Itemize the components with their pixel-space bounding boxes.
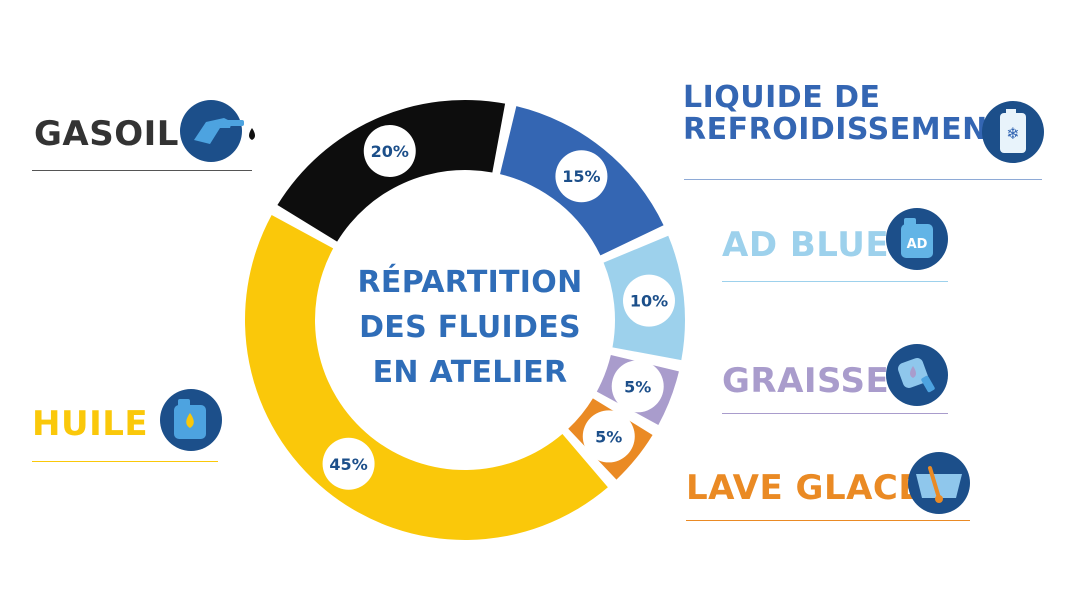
windshield-wiper-icon <box>908 452 970 514</box>
legend-graisse: GRAISSE <box>722 361 890 401</box>
legend-huile-label: HUILE <box>32 404 149 444</box>
legend-gasoil-underline <box>32 170 252 171</box>
legend-gasoil-label: GASOIL <box>34 114 179 154</box>
chart-title-line-2: DES FLUIDES <box>359 310 581 345</box>
percentage-badge-5 <box>322 437 375 490</box>
percentage-label-0: 20% <box>371 142 409 161</box>
legend-adblue: AD BLUE <box>722 225 890 265</box>
chart-title: RÉPARTITION DES FLUIDES EN ATELIER <box>340 260 600 395</box>
svg-text:AD: AD <box>907 237 928 252</box>
legend-liquide-label-2: REFROIDISSEMENT <box>683 111 1009 147</box>
svg-text:❄: ❄ <box>1006 124 1019 143</box>
legend-laveglace-label: LAVE GLACE <box>686 468 923 508</box>
grease-gun-icon <box>886 344 948 406</box>
legend-liquide-label-1: LIQUIDE DE <box>683 80 881 115</box>
legend-adblue-underline <box>722 281 948 282</box>
legend-graisse-label: GRAISSE <box>722 361 890 401</box>
percentage-badge-0 <box>363 124 416 177</box>
legend-laveglace-underline <box>686 520 970 521</box>
legend-graisse-underline <box>722 413 948 414</box>
adblue-can-icon: AD <box>886 208 948 270</box>
legend-adblue-label: AD BLUE <box>722 225 890 265</box>
legend-huile-underline <box>32 461 218 462</box>
oil-can-icon <box>160 389 222 451</box>
percentage-badge-4 <box>582 410 635 463</box>
percentage-label-2: 10% <box>630 292 668 311</box>
chart-title-line-3: EN ATELIER <box>372 355 568 390</box>
percentage-badge-2 <box>622 274 675 327</box>
percentage-label-4: 5% <box>595 427 622 446</box>
legend-liquide-underline <box>684 179 1042 180</box>
percentage-badges: 20% 15% 10% 5% 5% 45% <box>322 124 675 490</box>
percentage-label-5: 45% <box>329 455 367 474</box>
legend-liquide: LIQUIDE DE REFROIDISSEMENT <box>683 82 1009 145</box>
percentage-badge-3 <box>611 360 664 413</box>
percentage-label-3: 5% <box>624 377 651 396</box>
legend-huile: HUILE <box>32 404 149 444</box>
fuel-nozzle-icon <box>180 100 255 162</box>
percentage-label-1: 15% <box>562 167 600 186</box>
legend-laveglace: LAVE GLACE <box>686 468 923 508</box>
chart-title-line-1: RÉPARTITION <box>357 265 583 300</box>
legend-gasoil: GASOIL <box>34 114 179 154</box>
coolant-snowflake-icon: ❄ <box>982 101 1044 163</box>
percentage-badge-1 <box>555 150 608 203</box>
